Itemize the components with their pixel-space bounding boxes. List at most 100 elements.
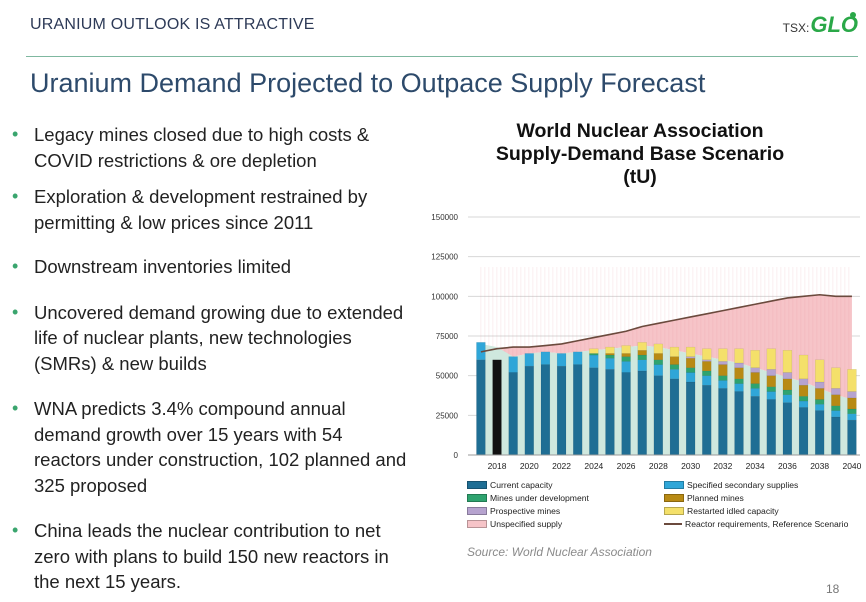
bullet-text: WNA predicts 3.4% compound annual demand… xyxy=(34,398,407,496)
bar-segment xyxy=(653,375,663,456)
bar-segment xyxy=(782,372,793,380)
bar-segment xyxy=(766,348,776,370)
bar-segment xyxy=(524,365,534,456)
bar-segment xyxy=(653,343,663,354)
x-tick-label: 2024 xyxy=(584,461,603,471)
legend-item: Current capacity xyxy=(467,478,664,491)
legend-label: Unspecified supply xyxy=(490,518,563,529)
bar-segment xyxy=(605,353,615,356)
bar-segment xyxy=(718,388,728,456)
bar-segment xyxy=(815,404,825,411)
legend-item: Restarted idled capacity xyxy=(664,504,861,517)
bar-segment xyxy=(573,351,583,365)
bar-segment xyxy=(750,396,760,456)
bar-segment xyxy=(669,356,680,365)
x-tick-label: 2034 xyxy=(746,461,765,471)
bullet-item: • Downstream inventories limited xyxy=(12,254,412,280)
x-tick-label: 2030 xyxy=(681,461,700,471)
chart-legend: Current capacity Specified secondary sup… xyxy=(467,478,862,530)
reactor-requirements-line xyxy=(480,293,852,353)
bar-segment xyxy=(718,375,728,381)
bar-segment xyxy=(685,346,696,357)
bar-segment xyxy=(798,396,809,402)
bullet-item: • China leads the nuclear contribution to… xyxy=(12,518,412,595)
bar-segment xyxy=(508,372,518,456)
bar-segment xyxy=(669,369,680,380)
bar-segment xyxy=(605,354,615,359)
bar-segment xyxy=(621,345,631,354)
bar-segment xyxy=(831,410,841,418)
bar-segment xyxy=(589,353,599,356)
bar-segment xyxy=(750,383,760,389)
bar-segment xyxy=(621,353,631,357)
bar-segment xyxy=(734,362,744,368)
legend-swatch xyxy=(664,493,684,502)
y-tick-label: 25000 xyxy=(436,411,459,420)
bullet-list: • Legacy mines closed due to high costs &… xyxy=(12,122,412,595)
bar-segment xyxy=(766,375,776,387)
bar-segment xyxy=(750,388,760,397)
bar-segment xyxy=(798,378,809,386)
legend-swatch xyxy=(467,519,487,528)
bar-segment xyxy=(815,388,825,400)
chart-title-line: Supply-Demand Base Scenario xyxy=(495,143,785,165)
bar-segment xyxy=(573,364,583,456)
bar-segment xyxy=(653,359,663,365)
bullet-icon: • xyxy=(12,520,19,540)
bullet-item: • Uncovered demand growing due to extende… xyxy=(12,300,412,377)
legend-label: Mines under development xyxy=(490,492,589,503)
supply-demand-chart: 0 25000 50000 75000 100000 125000 150000 2018 20… xyxy=(431,213,861,471)
bar-segment xyxy=(605,346,615,354)
bar-segment xyxy=(815,359,825,383)
bar-segment xyxy=(605,358,615,370)
bar-segment xyxy=(782,402,793,456)
bar-segment xyxy=(669,346,680,357)
bar-segment xyxy=(685,381,696,456)
bar-segment xyxy=(492,359,502,455)
page-number: 18 xyxy=(826,582,840,596)
company-logo: TSX: GLO xyxy=(783,12,858,38)
bar-segment xyxy=(540,364,551,456)
y-tick-label: 100000 xyxy=(431,292,458,301)
x-tick-label: 2040 xyxy=(842,461,861,471)
bar-segment xyxy=(589,354,599,368)
chart-title-line: (tU) xyxy=(623,166,657,188)
bar-segment xyxy=(637,354,647,360)
bar-segment xyxy=(831,394,841,407)
legend-item: Specified secondary supplies xyxy=(664,478,861,491)
bar-segment xyxy=(847,408,857,414)
legend-line xyxy=(664,522,682,525)
legend-item: Unspecified supply xyxy=(467,517,664,530)
legend-item: Prospective mines xyxy=(467,504,664,517)
bar-segment xyxy=(831,388,841,395)
bullet-text: Exploration & development restrained by … xyxy=(34,186,368,233)
bar-segment xyxy=(637,359,647,372)
bar-segment xyxy=(702,370,712,376)
bar-segment xyxy=(815,410,825,456)
legend-swatch xyxy=(664,506,684,515)
bar-segment xyxy=(782,378,793,391)
bar-segment xyxy=(718,348,728,362)
y-tick-label: 150000 xyxy=(431,213,458,222)
x-tick-label: 2026 xyxy=(617,461,636,471)
x-tick-label: 2020 xyxy=(520,461,539,471)
legend-item: Mines under development xyxy=(467,491,664,504)
bullet-icon: • xyxy=(12,256,19,276)
bar-segment xyxy=(847,397,857,410)
bar-segment xyxy=(847,413,857,421)
x-tick-label: 2018 xyxy=(488,461,507,471)
bar-segment xyxy=(798,354,809,380)
x-tick-label: 2032 xyxy=(713,461,732,471)
bar-segment xyxy=(556,365,567,456)
legend-swatch xyxy=(467,506,487,515)
section-label: URANIUM OUTLOOK IS ATTRACTIVE xyxy=(30,16,315,33)
legend-label: Reactor requirements, Reference Scenario xyxy=(685,518,849,529)
bar-segment xyxy=(637,350,647,356)
bullet-item: • Exploration & development restrained by… xyxy=(12,184,412,235)
bullet-icon: • xyxy=(12,186,19,206)
bullet-item: • Legacy mines closed due to high costs &… xyxy=(12,122,412,173)
bar-segment xyxy=(702,384,712,456)
legend-label: Prospective mines xyxy=(490,505,561,516)
bullet-text: Legacy mines closed due to high costs & … xyxy=(34,124,370,171)
legend-label: Specified secondary supplies xyxy=(687,479,799,490)
